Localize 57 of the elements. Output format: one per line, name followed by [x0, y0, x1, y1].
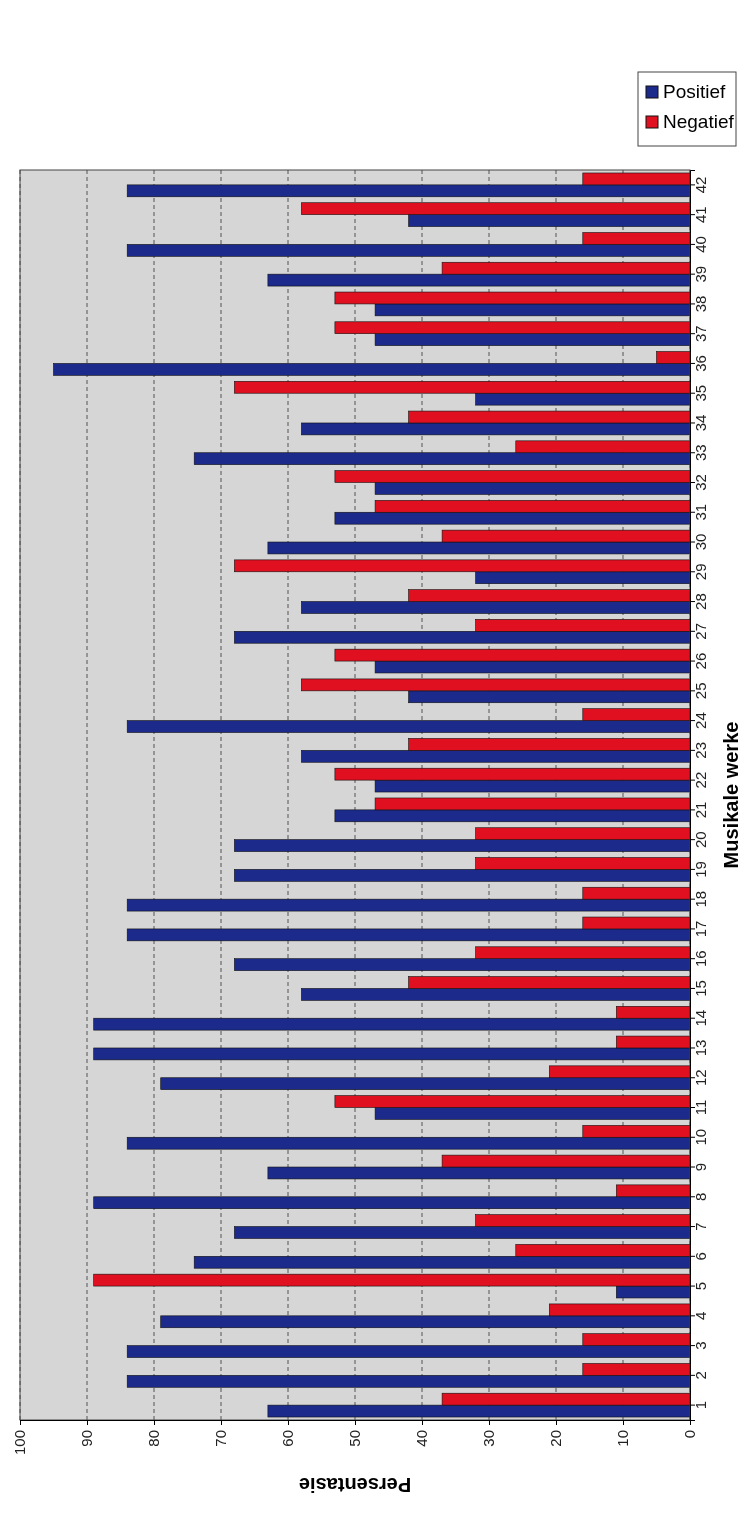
y-tick-label: 15	[692, 980, 709, 997]
legend-label: Positief	[663, 81, 727, 102]
y-tick-label: 38	[692, 295, 709, 313]
x-tick-label: 30	[480, 1430, 497, 1447]
y-tick-label: 33	[692, 444, 709, 462]
y-tick-label: 24	[692, 712, 709, 729]
y-tick-label: 7	[692, 1222, 709, 1231]
y-tick-label: 40	[692, 236, 709, 253]
y-tick-label: 3	[692, 1341, 709, 1350]
y-tick-label: 25	[692, 682, 709, 700]
x-tick-label: 100	[11, 1430, 28, 1456]
y-tick-label: 1	[692, 1400, 709, 1410]
y-tick-label: 34	[692, 414, 709, 432]
y-tick-label: 41	[692, 206, 709, 223]
y-tick-label: 14	[692, 1009, 709, 1027]
y-tick-label: 29	[692, 563, 709, 581]
y-tick-label: 36	[692, 355, 709, 372]
y-tick-label: 27	[692, 622, 709, 640]
x-tick-label: 80	[145, 1430, 162, 1447]
y-tick-label: 32	[692, 474, 709, 491]
y-tick-label: 23	[692, 742, 709, 759]
y-tick-label: 5	[692, 1281, 709, 1291]
y-tick-label: 16	[692, 950, 709, 968]
x-tick-label: 50	[346, 1430, 363, 1447]
y-tick-label: 22	[692, 771, 709, 789]
y-tick-label: 8	[692, 1192, 709, 1201]
y-tick-label: 17	[692, 920, 709, 938]
y-tick-label: 9	[692, 1162, 709, 1172]
y-tick-label: 28	[692, 593, 709, 610]
x-tick-label: 40	[413, 1430, 430, 1447]
y-tick-label: 4	[692, 1311, 709, 1321]
y-tick-label: 6	[692, 1252, 709, 1261]
x-tick-label: 90	[78, 1430, 95, 1447]
legend-label: Negatief	[663, 111, 735, 132]
y-tick-label: 11	[692, 1099, 709, 1116]
y-tick-label: 12	[692, 1069, 709, 1087]
y-tick-label: 10	[692, 1128, 709, 1146]
y-tick-label: 2	[692, 1371, 709, 1380]
x-tick-label: 0	[681, 1430, 698, 1439]
y-tick-label: 30	[692, 533, 709, 551]
y-axis-title: Musikale werke	[720, 721, 742, 869]
x-tick-label: 70	[212, 1430, 229, 1447]
y-tick-label: 42	[692, 176, 709, 194]
y-tick-label: 21	[692, 801, 709, 819]
y-tick-label: 37	[692, 325, 709, 343]
x-axis-title: Persentasie	[298, 1474, 412, 1496]
y-tick-label: 19	[692, 861, 709, 878]
y-tick-label: 20	[692, 831, 709, 848]
x-tick-label: 10	[614, 1430, 631, 1447]
y-tick-label: 39	[692, 265, 709, 283]
y-tick-label: 26	[692, 652, 709, 670]
x-tick-label: 60	[279, 1430, 296, 1447]
y-tick-label: 31	[692, 503, 709, 521]
y-tick-label: 35	[692, 384, 709, 402]
x-tick-label: 20	[547, 1430, 564, 1447]
y-tick-label: 18	[692, 890, 709, 908]
y-tick-label: 13	[692, 1039, 709, 1057]
